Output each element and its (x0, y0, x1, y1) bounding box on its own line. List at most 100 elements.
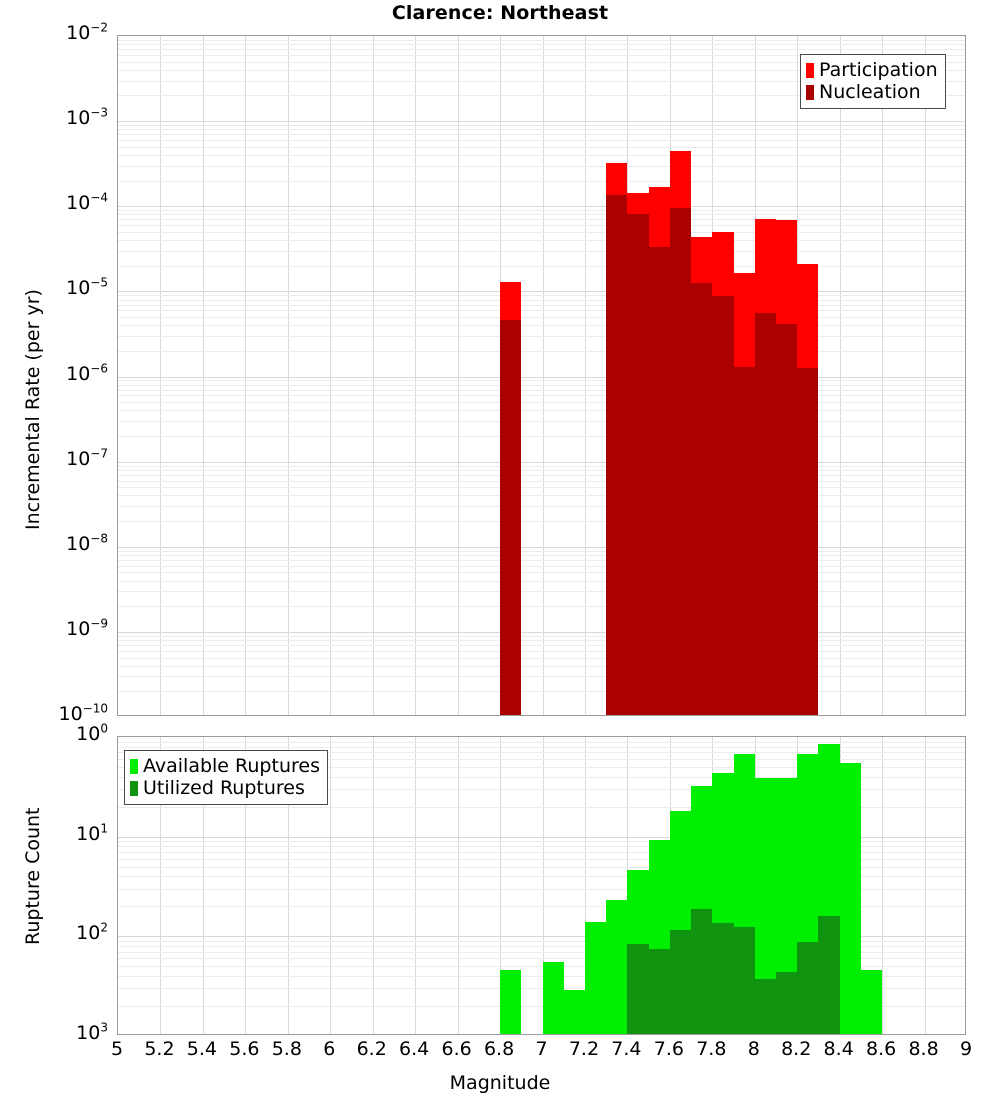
grid-line-horizontal-minor (118, 166, 965, 167)
grid-line-horizontal-minor (118, 351, 965, 352)
grid-line-horizontal-major (118, 547, 965, 548)
grid-line-horizontal-minor (118, 976, 965, 977)
x-axis-tick-label: 6.6 (441, 1038, 472, 1060)
grid-line-horizontal-minor (118, 658, 965, 659)
y-axis-tick-label: 10−7 (66, 446, 108, 470)
bar-segment-nucleation (733, 366, 755, 715)
x-axis-tick-label: 8.6 (865, 1038, 897, 1060)
grid-line-horizontal-minor (118, 952, 965, 953)
bar (648, 737, 670, 1034)
grid-line-horizontal-minor (118, 506, 965, 507)
grid-line-horizontal-minor (118, 846, 965, 847)
bar (712, 737, 734, 1034)
y-axis-tick-label: 10−6 (66, 361, 108, 385)
grid-line-vertical (415, 737, 416, 1034)
x-axis-tick-label: 6.2 (356, 1038, 387, 1060)
bar-segment-available (860, 969, 883, 1034)
legend-item: Available Ruptures (130, 755, 320, 777)
grid-line-horizontal-minor (118, 44, 965, 45)
grid-line-horizontal-minor (118, 676, 965, 677)
bar-segment-utilized (691, 908, 713, 1034)
x-axis-tick-label: 8.4 (823, 1038, 854, 1060)
grid-line-vertical (203, 737, 204, 1034)
grid-line-horizontal-minor (118, 81, 965, 82)
grid-line-horizontal-minor (118, 876, 965, 877)
y-axis-tick-label: 10−8 (66, 531, 108, 555)
bar-segment-available (754, 777, 776, 1034)
top-y-axis-label: Incremental Rate (per yr) (22, 289, 44, 530)
grid-line-horizontal-minor (118, 40, 965, 41)
legend-color-swatch (130, 758, 138, 774)
grid-line-horizontal-minor (118, 867, 965, 868)
bar (606, 36, 628, 715)
grid-line-horizontal-major (118, 632, 965, 633)
grid-line-vertical (543, 737, 544, 1034)
grid-line-vertical (288, 36, 289, 715)
legend-item: Participation (806, 59, 938, 81)
x-axis-tick-label: 7.4 (611, 1038, 642, 1060)
bar-segment-available (563, 989, 585, 1034)
bar-segment-nucleation (627, 214, 649, 715)
bar-segment-available (500, 969, 522, 1034)
bar (754, 737, 776, 1034)
grid-line-horizontal-minor (118, 859, 965, 860)
bar (542, 737, 564, 1034)
grid-line-horizontal-minor (118, 747, 965, 748)
bar (627, 737, 649, 1034)
bar (627, 36, 649, 715)
grid-line-horizontal-minor (118, 470, 965, 471)
grid-line-vertical (245, 36, 246, 715)
bottom-y-axis-label: Rupture Count (22, 807, 44, 946)
grid-line-horizontal-minor (118, 566, 965, 567)
grid-line-horizontal-minor (118, 636, 965, 637)
y-axis-tick-label: 10−3 (66, 105, 108, 130)
bar (712, 36, 734, 715)
grid-line-horizontal-minor (118, 336, 965, 337)
x-axis-tick-label: 5.8 (271, 1038, 302, 1060)
grid-line-vertical (925, 36, 926, 715)
y-axis-tick-label: 10−2 (66, 20, 108, 44)
grid-line-horizontal-major (118, 936, 965, 937)
x-axis-tick-label: 7.8 (696, 1038, 727, 1060)
grid-line-horizontal-major (118, 837, 965, 838)
bar (669, 36, 692, 715)
bar-segment-nucleation (797, 368, 819, 715)
bar (648, 36, 670, 715)
grid-line-horizontal-minor (118, 691, 965, 692)
y-axis-tick-label: 100 (76, 721, 108, 745)
grid-line-vertical (585, 36, 586, 715)
legend-color-swatch (806, 84, 814, 100)
legend-item: Utilized Ruptures (130, 777, 320, 799)
x-axis-tick-label: 8 (747, 1038, 760, 1060)
grid-line-horizontal-minor (118, 640, 965, 641)
grid-line-vertical (373, 36, 374, 715)
grid-line-horizontal-major (118, 206, 965, 207)
grid-line-horizontal-minor (118, 666, 965, 667)
grid-line-horizontal-minor (118, 495, 965, 496)
grid-line-horizontal-minor (118, 889, 965, 890)
y-axis-tick-label: 103 (76, 1020, 108, 1044)
bar-segment-utilized (627, 944, 649, 1034)
grid-line-vertical (160, 36, 161, 715)
grid-line-horizontal-minor (118, 645, 965, 646)
y-axis-tick-label: 10−5 (66, 276, 108, 300)
page-title: Clarence: Northeast (391, 2, 609, 24)
grid-line-horizontal-minor (118, 651, 965, 652)
x-axis-tick-label: 6.8 (483, 1038, 515, 1060)
grid-line-horizontal-minor (118, 606, 965, 607)
grid-line-vertical (160, 737, 161, 1034)
grid-line-vertical (203, 36, 204, 715)
grid-line-horizontal-minor (118, 789, 965, 790)
x-axis-tick-label: 7.6 (653, 1038, 684, 1060)
bar-segment-available (606, 900, 628, 1034)
grid-line-horizontal-minor (118, 225, 965, 226)
grid-line-horizontal-minor (118, 55, 965, 56)
grid-line-vertical (330, 737, 331, 1034)
bar-segment-nucleation (669, 208, 692, 715)
grid-line-horizontal-minor (118, 752, 965, 753)
grid-line-horizontal-minor (118, 475, 965, 476)
grid-line-horizontal-minor (118, 436, 965, 437)
grid-line-vertical (925, 737, 926, 1034)
bar-segment-utilized (712, 923, 734, 1034)
grid-line-horizontal-minor (118, 390, 965, 391)
